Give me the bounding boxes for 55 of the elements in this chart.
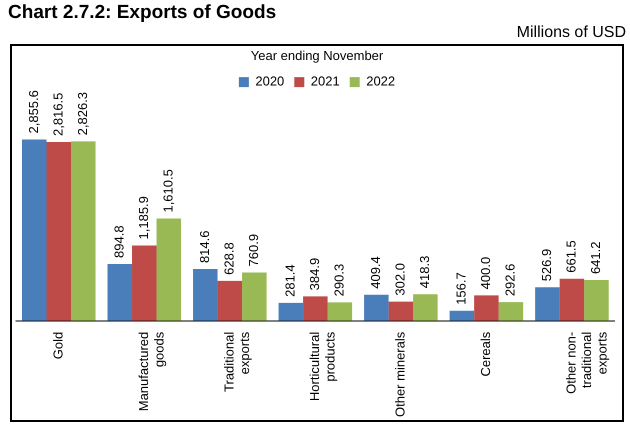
text: Millions of USD [516, 24, 626, 43]
bar [22, 140, 47, 321]
bar [278, 302, 304, 321]
bar [242, 272, 267, 321]
bar [413, 294, 438, 321]
data-label: 302.0 [392, 263, 408, 296]
bar [108, 264, 132, 321]
x-tick-label: Cereals [478, 331, 493, 377]
bar [303, 296, 328, 321]
bar [364, 294, 389, 321]
data-label: 409.4 [368, 256, 383, 289]
x-tick-label: Other non-traditional exports [563, 331, 610, 394]
bar [71, 141, 96, 321]
bar [46, 142, 72, 321]
bar [218, 280, 242, 321]
data-label: 894.8 [111, 225, 126, 258]
data-label: 760.9 [246, 234, 261, 266]
data-label: 526.9 [538, 248, 554, 282]
x-tick-label: Traditional exports [221, 331, 252, 392]
data-label: 156.7 [453, 272, 468, 305]
x-tick-label: Other minerals [392, 331, 408, 417]
chart-title: Chart 2.7.2: Exports of Goods [8, 2, 278, 24]
data-label: 292.6 [502, 264, 518, 296]
data-label: 281.4 [282, 264, 298, 297]
bar [584, 280, 609, 321]
data-label: 2,816.5 [50, 92, 66, 136]
data-label: 400.0 [478, 256, 493, 290]
legend-label: 2022 [366, 74, 396, 89]
x-tick-label: Gold [50, 332, 66, 360]
bar [132, 245, 157, 321]
data-label: 2,855.6 [26, 90, 41, 134]
data-label: 641.2 [588, 242, 604, 274]
data-label: 661.5 [563, 240, 578, 273]
bar [328, 302, 352, 321]
data-label: 1,610.5 [160, 169, 176, 213]
bar [535, 287, 560, 321]
data-label: 814.6 [196, 230, 212, 264]
data-label: 2,826.3 [74, 92, 90, 136]
x-tick-label: Manufactured goods [136, 331, 166, 412]
data-label: 628.8 [221, 242, 236, 275]
data-label: 1,185.9 [136, 196, 151, 240]
bar [450, 310, 474, 321]
legend-title: Year ending November [250, 48, 384, 64]
x-tick-label: Horticultural products [306, 331, 338, 402]
legend-label: 2020 [255, 74, 284, 89]
data-label: 290.3 [331, 264, 346, 296]
bar [560, 278, 584, 321]
bar [474, 295, 499, 321]
bar [388, 302, 414, 321]
bar [193, 269, 218, 321]
bar [498, 302, 524, 321]
data-label: 384.9 [306, 258, 322, 290]
data-label: 418.3 [416, 256, 432, 288]
legend-label: 2021 [310, 74, 340, 89]
bar [156, 218, 182, 321]
